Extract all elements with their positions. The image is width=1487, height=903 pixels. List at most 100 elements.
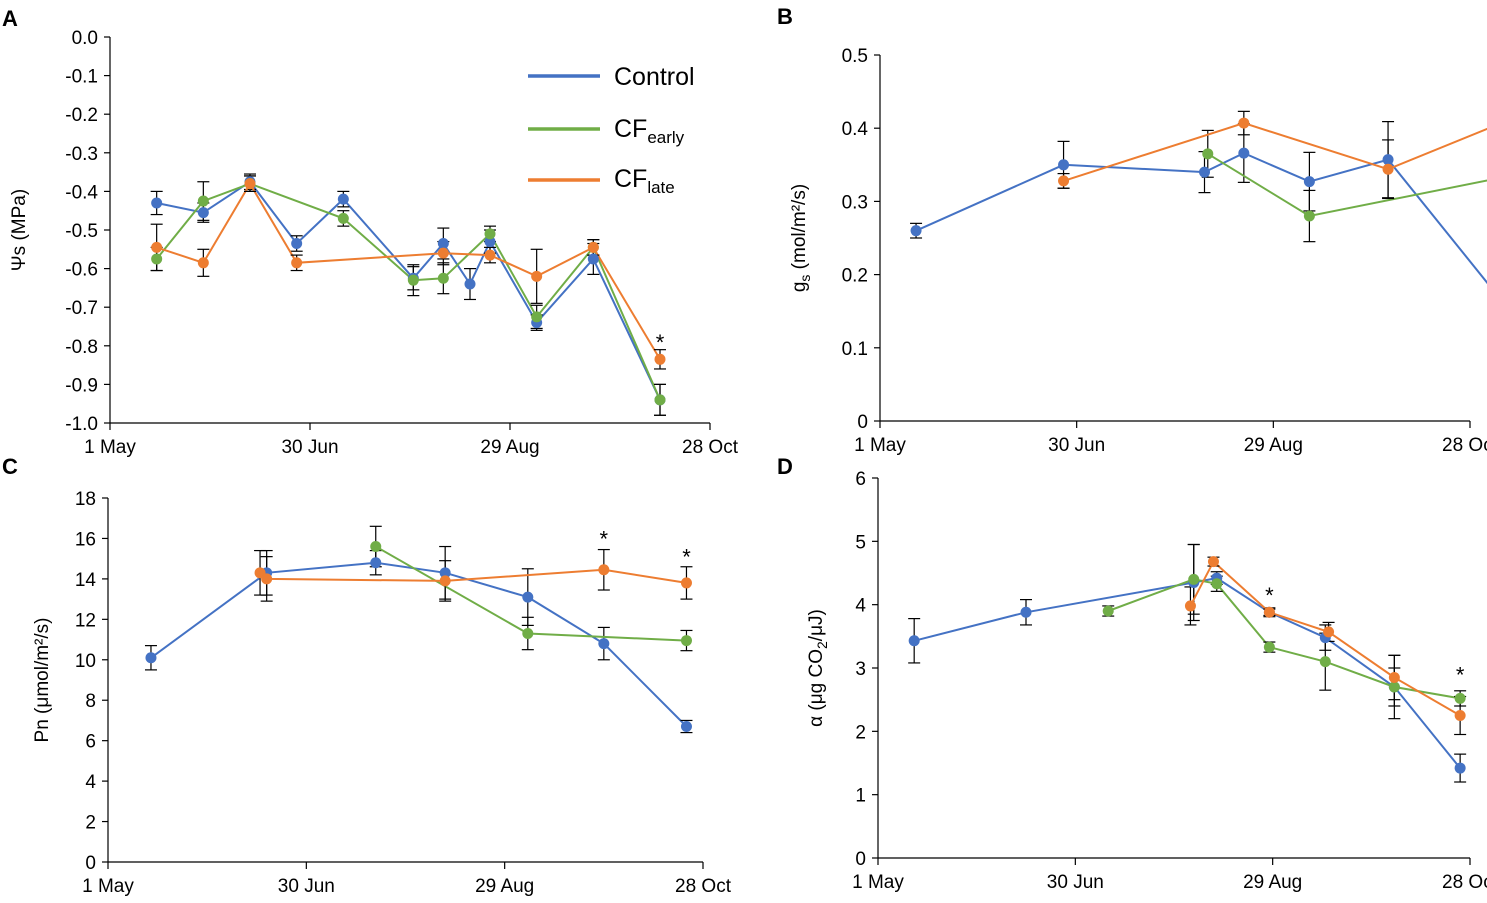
panel-a-x-tick-label: 1 May	[84, 437, 136, 458]
panel-c-data-point-control	[145, 652, 157, 664]
panel-b-data-point-cfearly	[1303, 210, 1315, 222]
panel-c-y-tick-label: 10	[75, 651, 96, 672]
panel-c-chart: 0 2 4 6 8 10 12 14 16 18 1 May 30 Jun 29 Aug 28 Oct Pn…	[32, 489, 732, 897]
panel-a-data-point-cfearly	[484, 228, 496, 240]
panel-c-y-tick-label: 6	[85, 732, 96, 753]
panel-d-data-point-cfearly	[1102, 605, 1114, 617]
panel-c-data-point-cfearly	[522, 627, 534, 639]
panel-b-data-point-control	[1238, 147, 1250, 159]
panel-d-y-axis-label: α (μg CO2/μJ)	[806, 609, 830, 727]
panel-b-y-tick-label: 0	[857, 412, 868, 433]
panel-d-data-point-control	[908, 635, 920, 647]
panel-a-y-tick-label: -0.7	[65, 298, 98, 319]
panel-c-data-point-cflate	[439, 575, 451, 587]
panel-d-data-point-cflate	[1323, 626, 1335, 638]
panel-b-data-point-control	[1199, 166, 1210, 178]
panel-a-letter: A	[2, 6, 18, 31]
panel-a-data-point-control	[197, 207, 209, 219]
panel-c-data-point-cflate	[680, 577, 692, 589]
panel-a-data-point-cflate	[244, 178, 256, 190]
panel-d-chart: 0 1 2 3 4 5 6 1 May 30 Jun 29 Aug 28 Oct α (μg CO2/…	[806, 469, 1487, 893]
panel-c-significance-star: *	[682, 545, 691, 570]
panel-a-data-point-control	[337, 193, 349, 205]
panel-d-data-point-cflate	[1388, 672, 1400, 683]
panel-d-data-point-cfearly	[1188, 573, 1200, 585]
panel-c-x-tick-label: 29 Aug	[475, 876, 534, 897]
panel-d-series-line-cflate	[1189, 559, 1461, 717]
legend-label-cfearly: CFearly	[614, 115, 685, 147]
panel-c-letter: C	[2, 454, 18, 479]
panel-c-y-tick-label: 2	[85, 813, 96, 834]
panel-c-y-tick-label: 0	[85, 853, 96, 874]
panel-d-data-point-cfearly	[1263, 641, 1275, 653]
panel-a-y-tick-label: 0.0	[72, 28, 98, 49]
panel-b-y-tick-label: 0.5	[842, 46, 868, 67]
panel-a-series-line-cfearly	[155, 182, 661, 401]
panel-d-data-point-cflate	[1454, 710, 1466, 721]
panel-a-data-point-cflate	[197, 257, 209, 269]
panel-d-data-point-cfearly	[1319, 656, 1331, 668]
panel-b-y-tick-label: 0.4	[842, 119, 869, 140]
panel-d-data-point-cfearly	[1388, 681, 1400, 693]
panel-a-data-point-control	[464, 278, 476, 290]
panel-d-x-tick-label: 30 Jun	[1047, 872, 1104, 893]
panel-d-x-tick-label: 28 Oct	[1442, 872, 1487, 893]
panel-b-letter: B	[777, 4, 793, 29]
panel-d-x-tick-label: 1 May	[852, 872, 904, 893]
panel-c-significance-star: *	[600, 526, 609, 551]
panel-d-y-tick-label: 6	[855, 469, 866, 490]
panel-b-x-tick-label: 28 Oct	[1442, 435, 1487, 456]
panel-a-y-tick-label: -0.1	[65, 67, 98, 88]
panel-b-data-point-control	[1303, 176, 1315, 188]
panel-a-x-tick-label: 28 Oct	[682, 437, 739, 458]
panel-c-data-point-cflate	[261, 573, 273, 585]
legend-label-cflate: CFlate	[614, 165, 675, 197]
panel-d-data-point-cflate	[1184, 600, 1196, 612]
panel-b-y-tick-label: 0.2	[842, 266, 868, 287]
panel-b-data-point-cfearly	[1202, 148, 1214, 160]
panel-a-chart: 0.0 -0.1 -0.2 -0.3 -0.4 -0.5 -0.6 -0.7 -0.8 -0.9 -…	[9, 28, 739, 458]
panel-d-y-tick-label: 1	[855, 786, 866, 807]
panel-b-y-tick-label: 0.3	[842, 192, 868, 213]
panel-c-y-tick-label: 8	[85, 691, 96, 712]
panel-d-y-tick-label: 5	[855, 532, 866, 553]
panel-b-y-tick-label: 0.1	[842, 339, 868, 360]
panel-a-data-point-cfearly	[654, 394, 666, 406]
panel-c-x-tick-label: 30 Jun	[278, 876, 335, 897]
panel-b-x-tick-label: 30 Jun	[1048, 435, 1105, 456]
panel-a-data-point-cflate	[291, 257, 303, 269]
panel-a-data-point-cflate	[531, 270, 543, 282]
panel-a-y-tick-label: -0.3	[65, 144, 98, 165]
panel-a-data-point-cflate	[587, 241, 599, 253]
panel-a-data-point-cflate	[151, 241, 163, 253]
panel-d-y-tick-label: 4	[855, 596, 866, 617]
panel-a-data-point-cfearly	[437, 272, 449, 284]
panel-b-y-axis-label: gs (mol/m²/s)	[789, 184, 813, 292]
panel-a-data-point-cfearly	[151, 253, 163, 265]
panel-b-data-point-cflate	[1382, 163, 1394, 175]
panel-b-data-point-cflate	[1238, 117, 1250, 129]
panel-a-data-point-cfearly	[337, 212, 349, 224]
panel-b-data-point-control	[910, 225, 922, 237]
panel-b-data-point-cflate	[1058, 175, 1070, 187]
panel-b-series-line-cflate	[1063, 122, 1487, 182]
panel-c-data-point-cfearly	[370, 541, 382, 553]
panel-b-chart: 0 0.1 0.2 0.3 0.4 0.5 1 May 30 Jun 29 Aug 28 Oct g…	[789, 46, 1487, 456]
panel-c-data-point-control	[522, 591, 534, 603]
panel-c-x-tick-label: 1 May	[82, 876, 134, 897]
panel-a-y-tick-label: -0.4	[65, 182, 98, 203]
panel-c-y-tick-label: 14	[75, 570, 97, 591]
legend-label-control: Control	[614, 63, 695, 91]
panel-d-y-tick-label: 0	[855, 849, 866, 870]
panel-a-y-tick-label: -0.5	[65, 221, 98, 242]
panel-a-y-tick-label: -1.0	[65, 414, 98, 435]
panel-a-data-point-cfearly	[407, 274, 419, 286]
panel-d-data-point-control	[1020, 606, 1032, 618]
panel-a-data-point-control	[151, 197, 163, 209]
panel-a-x-tick-label: 30 Jun	[281, 437, 338, 458]
panel-a-data-point-cflate	[437, 247, 449, 259]
panel-b-x-tick-label: 1 May	[854, 435, 906, 456]
panel-a-y-axis-label: Ψs (MPa)	[9, 189, 30, 271]
panel-c-y-tick-label: 4	[85, 772, 96, 793]
